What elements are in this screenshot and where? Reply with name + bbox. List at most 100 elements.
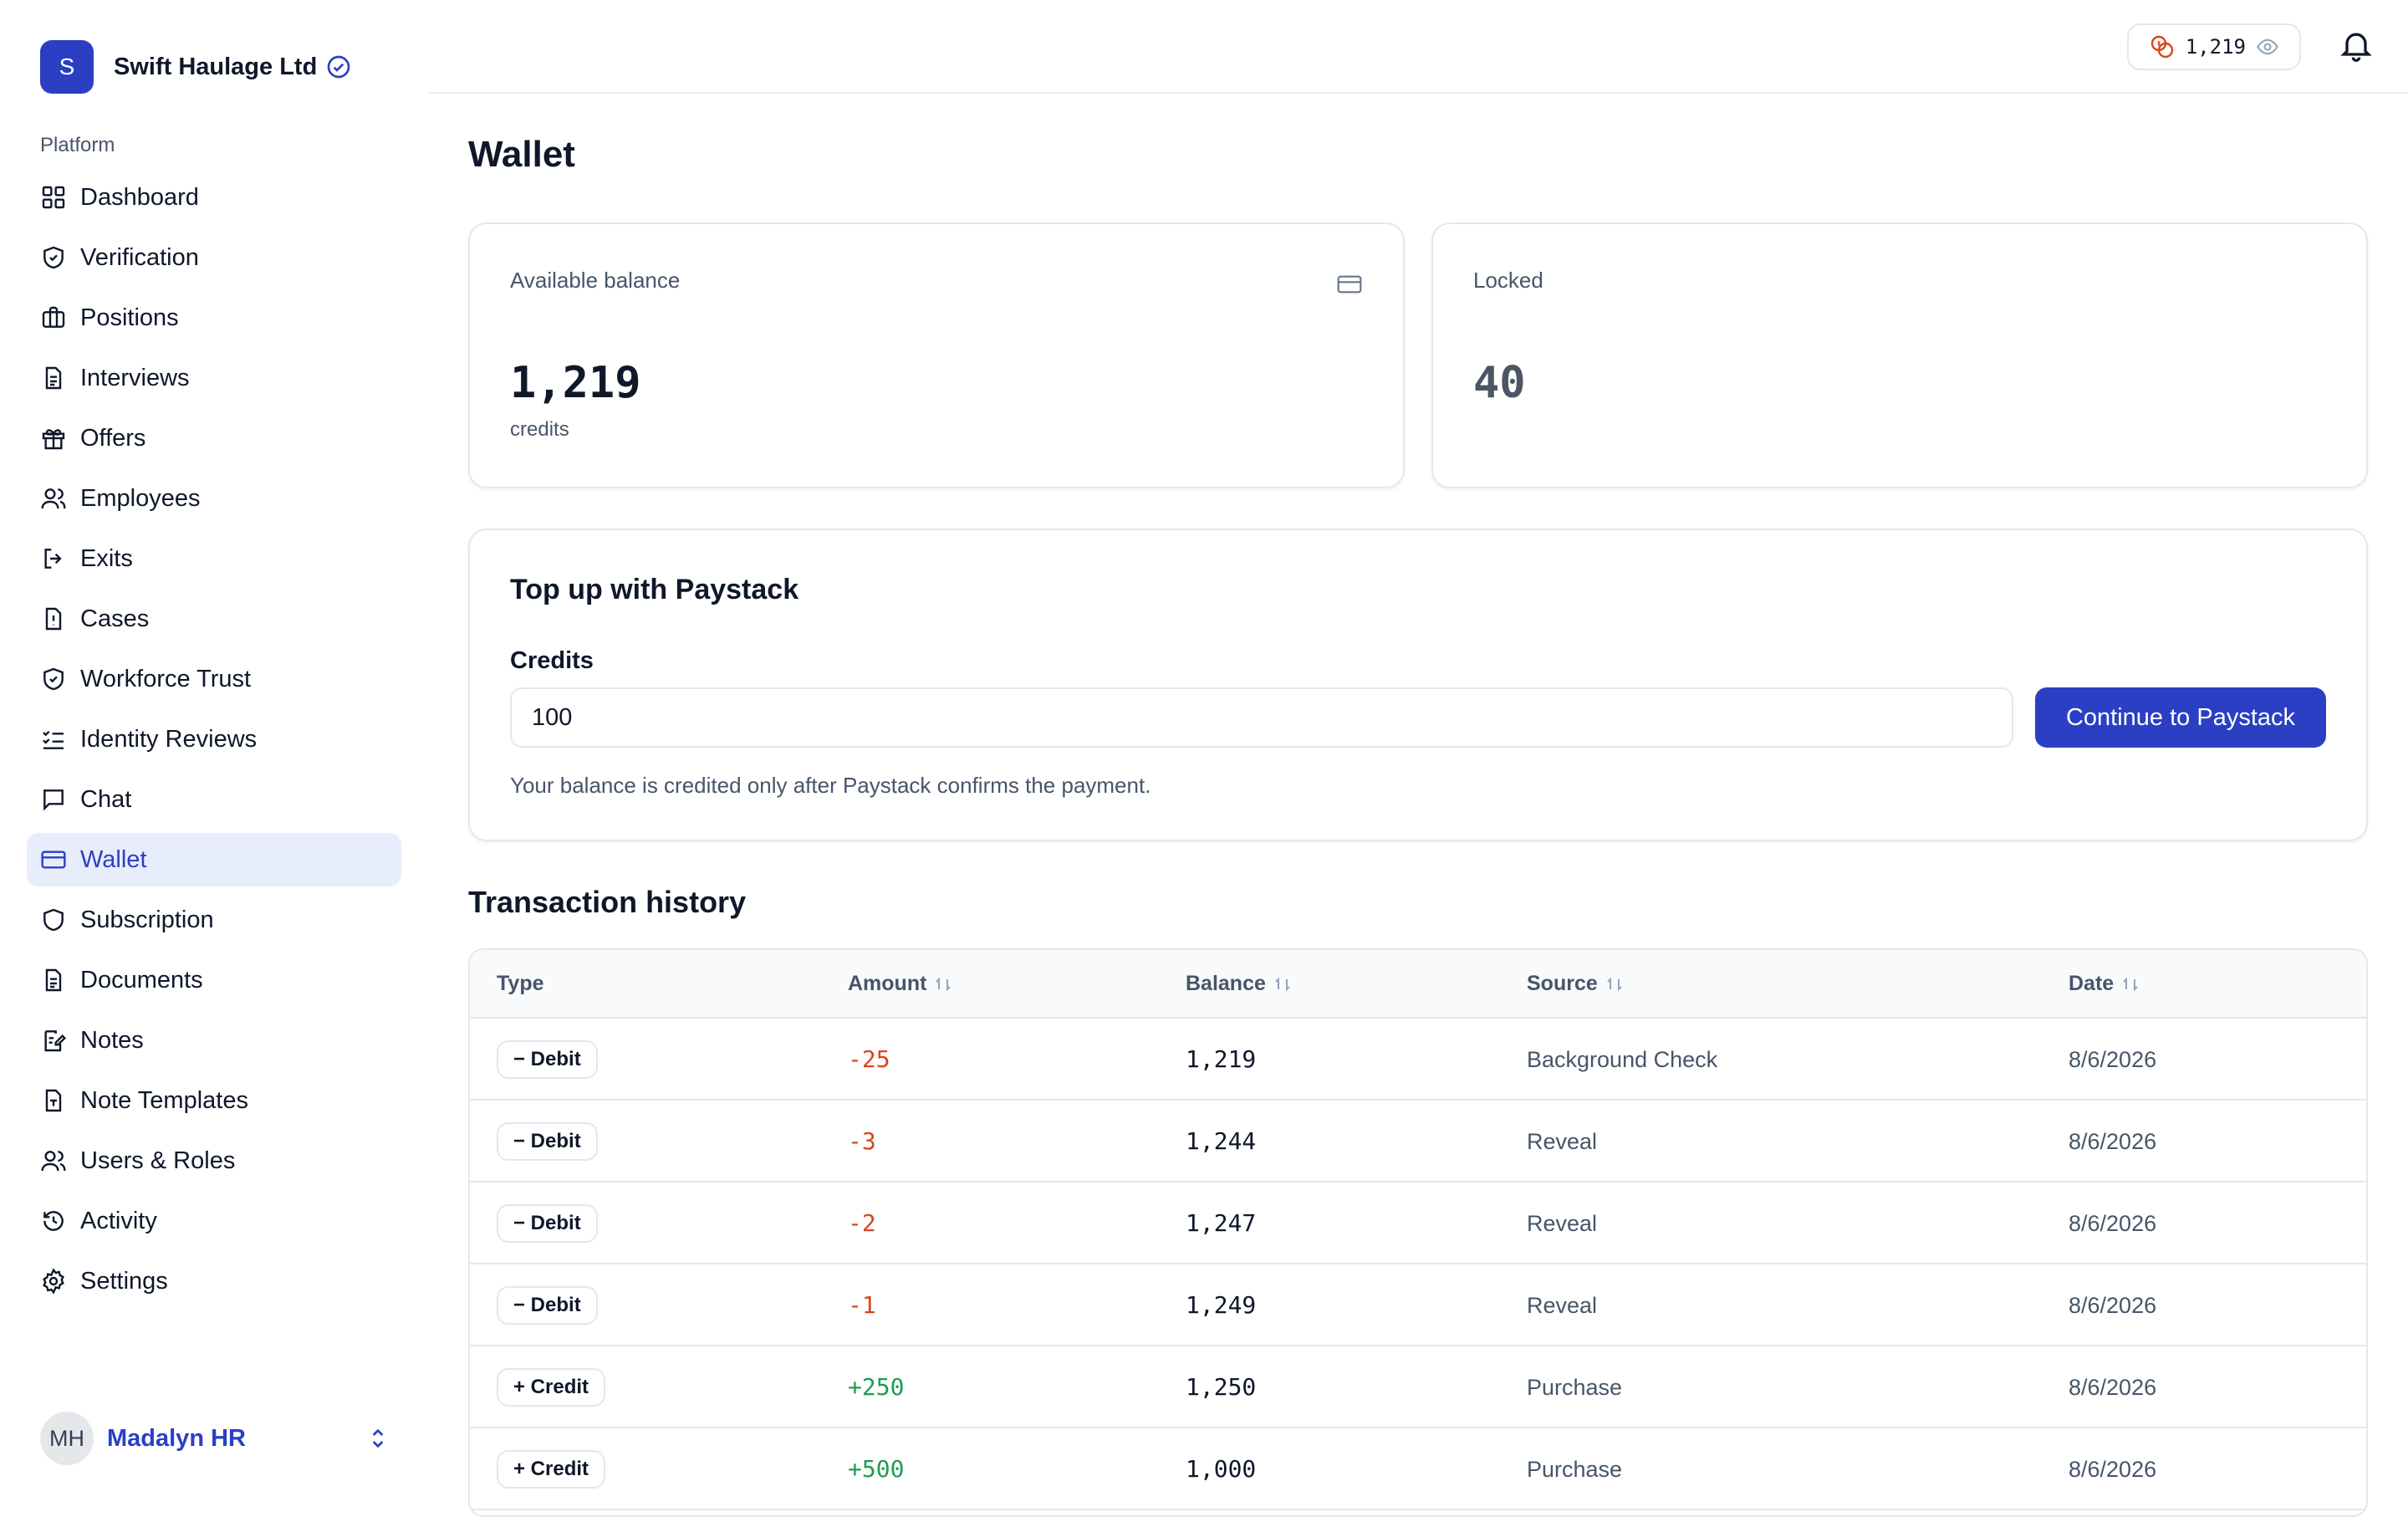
sidebar-item-verification[interactable]: Verification — [27, 231, 401, 284]
source-cell: Reveal — [1527, 1129, 1598, 1154]
sidebar-item-dashboard[interactable]: Dashboard — [27, 171, 401, 224]
type-badge: − Debit — [497, 1122, 598, 1161]
shield-check-icon — [43, 246, 64, 269]
sort-icon — [1275, 977, 1290, 991]
credit-balance-value: 1,219 — [2185, 35, 2246, 59]
shield-icon — [43, 908, 64, 932]
sidebar-item-documents[interactable]: Documents — [27, 953, 401, 1007]
sidebar-item-employees[interactable]: Employees — [27, 472, 401, 525]
sidebar-nav: Dashboard Verification Positions Intervi… — [27, 171, 401, 1315]
sidebar-item-users-roles[interactable]: Users & Roles — [27, 1134, 401, 1188]
chevron-up-down-icon — [372, 1428, 384, 1448]
column-header-source[interactable]: Source — [1527, 972, 1625, 996]
sidebar-item-label: Cases — [80, 605, 150, 632]
grid-icon — [42, 186, 65, 209]
section-label-platform: Platform — [40, 134, 115, 156]
sidebar-item-label: Users & Roles — [80, 1147, 236, 1174]
sidebar-item-label: Interviews — [80, 364, 190, 391]
sidebar-item-subscription[interactable]: Subscription — [27, 893, 401, 947]
sidebar-item-cases[interactable]: Cases — [27, 592, 401, 646]
locked-card: Locked 40 — [1431, 222, 2368, 488]
sidebar-item-offers[interactable]: Offers — [27, 411, 401, 465]
coins-icon — [2150, 35, 2173, 59]
column-header-amount[interactable]: Amount — [848, 972, 953, 996]
table-row[interactable]: − Debit -25 1,219 Background Check 8/6/2… — [470, 1019, 2366, 1101]
amount-cell: -2 — [848, 1209, 876, 1237]
sidebar-item-chat[interactable]: Chat — [27, 773, 401, 826]
type-badge: + Credit — [497, 1368, 606, 1407]
type-badge: − Debit — [497, 1204, 598, 1243]
table-row[interactable]: + Credit +500 1,000 Purchase 8/6/2026 — [470, 1428, 2366, 1510]
source-cell: Background Check — [1527, 1047, 1718, 1072]
balance-cell: 1,250 — [1186, 1373, 1257, 1401]
file-alert-icon — [45, 607, 62, 631]
sort-icon — [936, 977, 951, 991]
eye-icon[interactable] — [2256, 35, 2279, 59]
continue-to-paystack-button[interactable]: Continue to Paystack — [2035, 687, 2326, 748]
sidebar-item-label: Positions — [80, 304, 179, 331]
shield-check-icon — [43, 667, 64, 691]
source-cell: Reveal — [1527, 1293, 1598, 1318]
credit-card-icon — [1337, 275, 1362, 294]
table-row[interactable]: − Debit -2 1,247 Reveal 8/6/2026 — [470, 1182, 2366, 1264]
org-switcher[interactable]: S Swift Haulage Ltd — [40, 40, 352, 94]
amount-cell: -25 — [848, 1045, 890, 1073]
sidebar-item-workforce-trust[interactable]: Workforce Trust — [27, 652, 401, 706]
date-cell: 8/6/2026 — [2069, 1047, 2157, 1072]
locked-label: Locked — [1473, 268, 1543, 293]
credit-card-icon — [41, 850, 66, 869]
available-balance-value: 1,219 — [510, 358, 641, 408]
top-bar: 1,219 — [428, 0, 2408, 94]
history-icon — [43, 1211, 64, 1231]
sidebar-item-label: Chat — [80, 785, 132, 813]
topup-card: Top up with Paystack Credits Continue to… — [468, 529, 2368, 841]
sidebar-item-label: Identity Reviews — [80, 725, 258, 753]
amount-cell: -3 — [848, 1127, 876, 1155]
balance-cell: 1,244 — [1186, 1127, 1257, 1155]
sidebar-item-label: Verification — [80, 243, 199, 271]
locked-value: 40 — [1473, 358, 1526, 408]
document-icon — [45, 366, 62, 390]
sidebar-item-label: Documents — [80, 966, 203, 993]
available-balance-label: Available balance — [510, 268, 681, 293]
date-cell: 8/6/2026 — [2069, 1457, 2157, 1482]
table-row[interactable]: − Debit -1 1,249 Reveal 8/6/2026 — [470, 1264, 2366, 1346]
sidebar-item-label: Workforce Trust — [80, 665, 252, 692]
file-template-icon — [45, 1089, 62, 1112]
page-title: Wallet — [468, 134, 575, 175]
sidebar-item-exits[interactable]: Exits — [27, 532, 401, 585]
bell-icon[interactable] — [2338, 27, 2375, 64]
note-edit-icon — [44, 1030, 67, 1052]
sidebar-item-notes[interactable]: Notes — [27, 1014, 401, 1067]
credits-input[interactable] — [510, 687, 2013, 748]
balance-cell: 1,219 — [1186, 1045, 1257, 1073]
sidebar-item-note-templates[interactable]: Note Templates — [27, 1074, 401, 1127]
table-row[interactable]: + Credit +250 1,250 Purchase 8/6/2026 — [470, 1346, 2366, 1428]
column-header-date[interactable]: Date — [2069, 972, 2140, 996]
type-badge: − Debit — [497, 1040, 598, 1079]
column-header-balance[interactable]: Balance — [1186, 972, 1293, 996]
sidebar-item-positions[interactable]: Positions — [27, 291, 401, 345]
gift-icon — [42, 429, 65, 450]
briefcase-icon — [42, 306, 65, 328]
table-row[interactable]: − Debit -3 1,244 Reveal 8/6/2026 — [470, 1101, 2366, 1182]
sidebar: S Swift Haulage Ltd Platform Dashboard V… — [0, 0, 428, 1505]
document-icon — [45, 968, 62, 992]
credits-label: Credits — [510, 647, 594, 674]
balance-cell: 1,247 — [1186, 1209, 1257, 1237]
users-icon — [41, 1151, 66, 1172]
logout-icon — [44, 549, 62, 569]
sidebar-item-activity[interactable]: Activity — [27, 1194, 401, 1248]
table-header: Type Amount Balance Source Date — [470, 950, 2366, 1019]
sidebar-item-settings[interactable]: Settings — [27, 1254, 401, 1308]
source-cell: Reveal — [1527, 1211, 1598, 1236]
sidebar-item-identity-reviews[interactable]: Identity Reviews — [27, 713, 401, 766]
credit-balance-pill[interactable]: 1,219 — [2126, 23, 2301, 70]
transaction-history-title: Transaction history — [468, 885, 747, 919]
verified-badge-icon — [327, 55, 350, 79]
sidebar-item-label: Wallet — [80, 845, 147, 873]
sidebar-item-wallet[interactable]: Wallet — [27, 833, 401, 886]
sidebar-item-interviews[interactable]: Interviews — [27, 351, 401, 405]
user-menu[interactable]: MH Madalyn HR — [40, 1412, 391, 1465]
available-balance-card: Available balance 1,219 credits — [468, 222, 1405, 488]
